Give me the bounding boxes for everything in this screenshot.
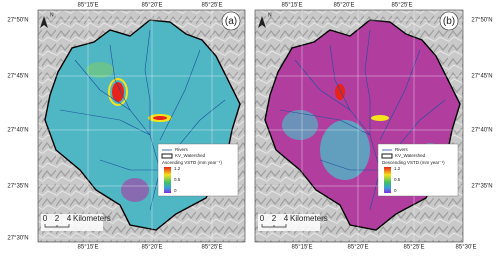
legend-text: Rivers bbox=[395, 147, 409, 152]
lat-label: 27°45'N bbox=[471, 74, 492, 80]
hotspot bbox=[282, 110, 318, 140]
scale-unit: Kilometers bbox=[73, 214, 111, 223]
legend-watershed bbox=[161, 153, 173, 159]
scale-bar bbox=[261, 224, 287, 228]
hotspot bbox=[108, 78, 128, 106]
hotspot bbox=[121, 178, 149, 202]
north-arrow bbox=[258, 16, 266, 28]
scale-unit: Kilometers bbox=[290, 214, 328, 223]
lat-label: 27°30'N bbox=[7, 236, 28, 242]
legend-box bbox=[377, 143, 459, 197]
label-badge bbox=[221, 11, 241, 31]
lon-label: 85°20'E bbox=[334, 3, 355, 9]
lon-label: 85°15'E bbox=[78, 245, 99, 251]
legend-text: 0.5 bbox=[174, 177, 181, 182]
legend-text: 0 bbox=[174, 188, 177, 193]
hotspot bbox=[371, 115, 389, 121]
lat-label: 27°50'N bbox=[7, 18, 28, 24]
legend-ramp bbox=[384, 167, 391, 193]
hotspot bbox=[86, 62, 114, 78]
panel-b-map bbox=[254, 9, 464, 243]
label-badge bbox=[439, 11, 459, 31]
north-label: N bbox=[268, 12, 272, 18]
north-arrow bbox=[40, 16, 48, 28]
legend-watershed bbox=[381, 153, 393, 159]
lon-label: 85°25'E bbox=[202, 3, 223, 9]
lon-label: 85°15'E bbox=[282, 3, 303, 9]
lon-label: 85°20'E bbox=[348, 245, 369, 251]
legend-text: KV_Watershed bbox=[175, 153, 206, 158]
scale-label: 4 bbox=[284, 214, 289, 223]
legend-title: Ascending VSTD (mm year⁻¹) bbox=[162, 160, 222, 165]
scale-label: 0 bbox=[43, 214, 48, 223]
legend-text: 1.2 bbox=[394, 166, 401, 171]
panel-label: (a) bbox=[225, 16, 237, 27]
lat-label: 27°45'N bbox=[7, 74, 28, 80]
lat-label: 27°50'N bbox=[471, 18, 492, 24]
hotspot bbox=[320, 120, 370, 180]
panel: 85°15'E 85°20'E 85°25'E 85°15'E 85°20'E 85°25… bbox=[7, 3, 245, 251]
lon-label: 85°25'E bbox=[392, 3, 413, 9]
legend-box bbox=[157, 143, 239, 197]
legend-ramp bbox=[164, 167, 171, 193]
legend-text: Rivers bbox=[175, 147, 189, 152]
scale-label: 2 bbox=[55, 214, 60, 223]
lon-label: 85°25'E bbox=[202, 245, 223, 251]
lat-label: 27°35'N bbox=[7, 184, 28, 190]
legend-text: KV_Watershed bbox=[395, 153, 426, 158]
north-label: N bbox=[50, 12, 54, 18]
panel-label: (b) bbox=[443, 16, 455, 27]
lon-label: 85°15'E bbox=[292, 245, 313, 251]
panel-a-map bbox=[37, 9, 246, 243]
lon-label: 85°20'E bbox=[142, 245, 163, 251]
legend-title: Descending VSTD (mm year⁻¹) bbox=[382, 160, 445, 165]
lat-label: 27°40'N bbox=[471, 128, 492, 134]
lat-label: 27°40'N bbox=[7, 128, 28, 134]
scale-label: 2 bbox=[272, 214, 277, 223]
lon-label: 85°20'E bbox=[142, 3, 163, 9]
lon-label: 85°15'E bbox=[78, 3, 99, 9]
legend-text: 1.2 bbox=[174, 166, 181, 171]
scale-label: 4 bbox=[67, 214, 72, 223]
panel: 85°15'E 85°20'E 85°25'E 85°15'E 85°20'E 85°25… bbox=[255, 3, 493, 251]
scale-bar bbox=[44, 224, 70, 228]
legend-text: 0.5 bbox=[394, 177, 401, 182]
legend-text: 0 bbox=[394, 188, 397, 193]
hotspot bbox=[112, 82, 124, 102]
scale-label: 0 bbox=[260, 214, 265, 223]
lat-label: 27°35'N bbox=[471, 184, 492, 190]
lon-label: 85°30'E bbox=[456, 245, 477, 251]
hotspot bbox=[335, 84, 345, 100]
hotspot bbox=[153, 116, 167, 120]
lon-label: 85°25'E bbox=[404, 245, 425, 251]
